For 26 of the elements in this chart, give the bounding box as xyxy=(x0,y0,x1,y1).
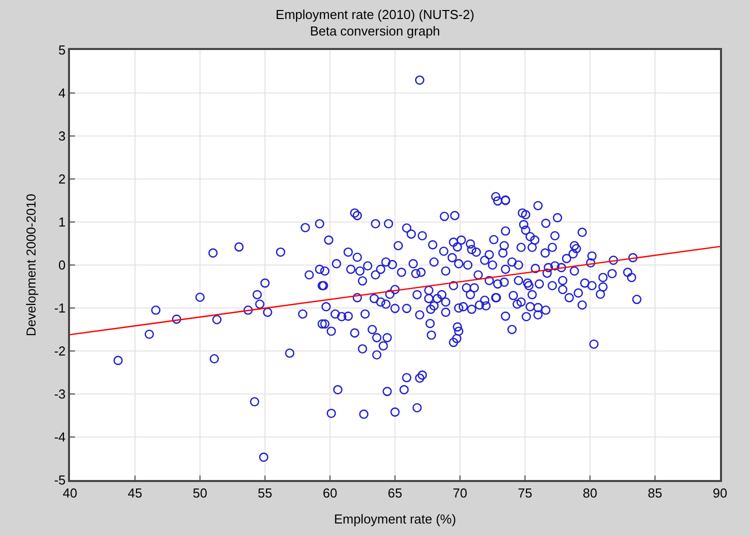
y-tick-label: -1 xyxy=(54,300,66,316)
y-tick-label: -5 xyxy=(54,472,66,488)
y-axis-title: Development 2000-2010 xyxy=(24,194,39,336)
x-tick-label: 40 xyxy=(62,485,78,500)
x-tick-label: 60 xyxy=(322,485,338,500)
x-tick-label: 70 xyxy=(452,485,468,500)
x-tick-label: 75 xyxy=(518,485,532,500)
y-tick-label: 4 xyxy=(58,86,66,101)
chart-title: Employment rate (2010) (NUTS-2) xyxy=(276,6,474,22)
x-tick-label: 80 xyxy=(582,485,598,500)
y-tick-label: -4 xyxy=(54,430,66,445)
x-tick-label: 55 xyxy=(258,485,272,500)
y-tick-label: 5 xyxy=(58,42,66,58)
y-tick-label: 3 xyxy=(58,128,66,144)
y-tick-label: 2 xyxy=(58,172,66,187)
x-tick-label: 65 xyxy=(388,485,402,500)
x-tick-label: 85 xyxy=(648,485,662,500)
y-tick-label: -2 xyxy=(54,344,66,359)
x-tick-label: 90 xyxy=(712,485,728,500)
x-tick-label: 45 xyxy=(128,485,142,500)
y-tick-label: 1 xyxy=(58,214,66,230)
y-tick-label: 0 xyxy=(58,258,66,273)
x-tick-label: 50 xyxy=(192,485,208,500)
y-tick-label: -3 xyxy=(54,386,66,402)
x-axis-title: Employment rate (%) xyxy=(334,511,456,526)
chart-subtitle: Beta conversion graph xyxy=(310,24,440,39)
